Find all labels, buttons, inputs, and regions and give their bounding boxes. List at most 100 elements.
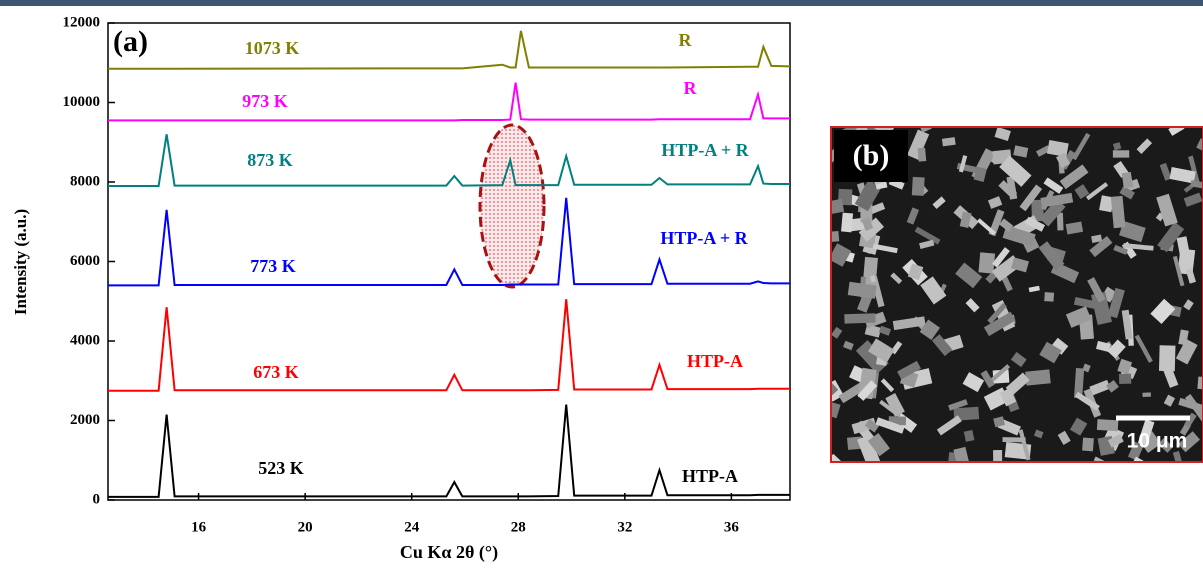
- particle: [993, 416, 1006, 428]
- particle: [987, 364, 1011, 385]
- particle: [1163, 394, 1176, 407]
- particle: [973, 166, 987, 182]
- y-tick-label: 6000: [70, 253, 100, 269]
- particle: [1010, 351, 1027, 368]
- particle: [1136, 138, 1153, 155]
- particle: [1158, 437, 1174, 453]
- particle: [1073, 297, 1104, 311]
- particle: [878, 325, 892, 336]
- series-label: 1073 K: [245, 38, 300, 58]
- particle: [1178, 431, 1200, 453]
- particle: [914, 226, 941, 245]
- particle: [841, 212, 854, 233]
- particle: [1113, 244, 1128, 255]
- panel-label: (a): [113, 25, 148, 58]
- particle: [867, 433, 890, 457]
- particle: [919, 239, 935, 249]
- particle: [832, 243, 852, 267]
- particle: [953, 446, 970, 461]
- particle: [1087, 277, 1106, 303]
- particle: [1175, 338, 1198, 365]
- particle: [1178, 397, 1203, 413]
- particle: [1082, 363, 1091, 373]
- particle: [857, 380, 878, 401]
- particle: [1019, 184, 1043, 212]
- particle: [1069, 417, 1088, 436]
- xrd-trace: [108, 197, 790, 287]
- particle: [1056, 212, 1064, 231]
- particle: [948, 399, 968, 411]
- particle: [1123, 243, 1154, 251]
- particle: [870, 275, 876, 283]
- particle: [1031, 199, 1044, 222]
- series-label: 523 K: [258, 458, 304, 478]
- particle: [959, 211, 972, 229]
- particle: [1085, 182, 1109, 201]
- particle: [1033, 429, 1044, 439]
- particle: [844, 313, 876, 324]
- phase-label: R: [684, 78, 698, 98]
- particle: [1013, 145, 1029, 158]
- particle: [1185, 268, 1196, 284]
- particle: [920, 276, 947, 305]
- particle: [941, 137, 956, 147]
- particle: [1036, 145, 1051, 157]
- x-tick-label: 16: [191, 519, 207, 535]
- particle: [1044, 292, 1055, 302]
- particle: [1074, 367, 1085, 399]
- particle: [1091, 234, 1103, 243]
- particle: [1093, 456, 1114, 461]
- highlight-ellipse: [478, 123, 546, 289]
- particle: [843, 340, 854, 351]
- particle: [1184, 412, 1197, 428]
- particle: [1156, 193, 1178, 227]
- particle: [1107, 434, 1124, 448]
- particle: [892, 316, 926, 331]
- particle: [880, 378, 895, 393]
- particle: [1043, 177, 1064, 194]
- y-tick-label: 4000: [70, 332, 100, 348]
- particle: [958, 155, 968, 173]
- particle: [858, 217, 885, 242]
- particle: [1039, 199, 1066, 227]
- xrd-trace: [108, 30, 791, 70]
- particle: [875, 417, 905, 434]
- particle: [999, 388, 1017, 407]
- particle: [1142, 392, 1151, 398]
- particle: [1168, 128, 1185, 136]
- particle: [1055, 152, 1071, 169]
- scale-bar-label: 10 μm: [1127, 430, 1188, 453]
- particle: [1150, 298, 1176, 325]
- particle: [1028, 285, 1040, 293]
- particle: [872, 243, 898, 254]
- particle: [1095, 340, 1111, 353]
- particle: [919, 319, 941, 341]
- particle: [1000, 274, 1013, 292]
- xrd-trace: [108, 134, 790, 187]
- phase-label: HTP-A + R: [660, 228, 748, 248]
- particle: [1119, 220, 1146, 243]
- series-label: 873 K: [247, 150, 293, 170]
- particle: [864, 418, 880, 433]
- particle: [992, 369, 1010, 384]
- particle: [1002, 225, 1036, 247]
- phase-label: HTP-A: [687, 351, 743, 371]
- particle: [1099, 195, 1115, 213]
- particle: [1121, 309, 1133, 340]
- particle: [1074, 391, 1100, 411]
- particle: [994, 128, 1011, 142]
- particle: [955, 262, 983, 289]
- y-tick-label: 8000: [70, 173, 100, 189]
- y-axis-label: Intensity (a.u.): [11, 209, 30, 315]
- particle: [832, 198, 845, 215]
- particle: [1158, 345, 1176, 372]
- particle: [1006, 176, 1018, 200]
- particle: [832, 230, 840, 243]
- particle: [1046, 139, 1069, 158]
- particle: [1188, 155, 1200, 184]
- particle: [906, 207, 920, 225]
- particle: [890, 272, 903, 285]
- particle: [1177, 248, 1196, 275]
- xrd-trace: [108, 404, 790, 498]
